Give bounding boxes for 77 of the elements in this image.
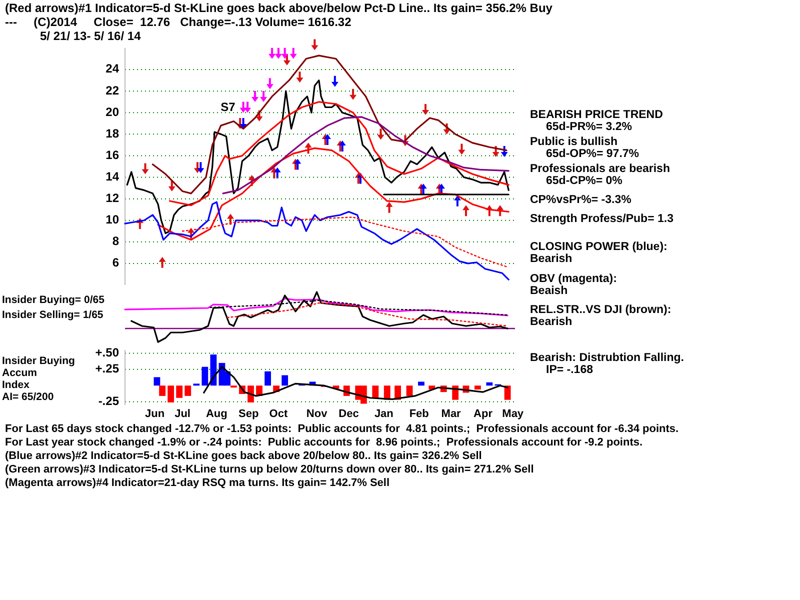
chart-title: (Red arrows)#1 Indicator=5-d St-KLine goes back above/below Pct-D Line.. Its gain= 356.2% Buy xyxy=(5,1,553,15)
text: Beaish xyxy=(530,285,568,297)
bar xyxy=(372,386,379,398)
bar xyxy=(210,354,217,386)
text: (Green arrows)#3 Indicator=5-d St-KLine turns up below 20/turns down over 80.. Its gain= 271.2% Sell xyxy=(5,464,534,476)
text: Strength Profess/Pub= 1.3 xyxy=(530,213,674,225)
text: OBV (magenta): xyxy=(530,273,617,285)
bar xyxy=(486,382,493,386)
bar xyxy=(474,386,481,390)
text: Bearish: Distrubtion Falling. xyxy=(530,352,684,364)
text: Public is bullish xyxy=(530,136,618,148)
y-tick-label: 12 xyxy=(106,190,120,205)
text: Professionals are bearish xyxy=(530,163,670,175)
y-tick-label: +.50 xyxy=(95,345,120,360)
y-tick-label: 16 xyxy=(106,148,120,162)
bar xyxy=(264,371,271,386)
bar xyxy=(248,386,254,402)
text: 5/ 21/ 13- 5/ 16/ 14 xyxy=(40,29,142,43)
text: Insider Buying= 0/65 xyxy=(2,294,105,306)
line-series xyxy=(124,201,510,280)
text: 65d-CP%= 0% xyxy=(546,175,622,187)
x-tick-label: Jul xyxy=(174,408,190,420)
text: Bearish xyxy=(530,316,572,328)
line-series xyxy=(222,116,510,194)
annotation: S7 xyxy=(220,100,236,114)
bar xyxy=(406,386,413,396)
x-tick-label: Dec xyxy=(338,408,359,420)
x-tick-label: May xyxy=(502,408,524,420)
y-tick-label: 24 xyxy=(106,62,120,76)
chart-subtitle: --- (C)2014 Close= 12.76 Change=-.13 Volume= 1616.32 xyxy=(5,15,352,29)
text: (Blue arrows)#2 Indicator=5-d St-KLine goes back above 20/below 80.. Its gain= 326.2% Sell xyxy=(5,450,482,462)
text: 65d-PR%= 3.2% xyxy=(546,121,632,133)
x-tick-label: Jun xyxy=(145,408,165,420)
text: IP= -.168 xyxy=(546,364,594,376)
y-tick-label: 14 xyxy=(106,169,120,184)
text: (Magenta arrows)#4 Indicator=21-day RSQ ma turns. Its gain= 142.7% Sell xyxy=(5,477,390,489)
bar xyxy=(168,386,174,402)
line-series xyxy=(126,80,510,234)
y-tick-label: 10 xyxy=(106,212,120,227)
bar xyxy=(159,386,166,396)
y-tick-label: 18 xyxy=(106,126,120,140)
bar xyxy=(184,386,192,396)
text: CP%vsPr%= -3.3% xyxy=(530,194,632,206)
y-tick-label: -.25 xyxy=(98,394,120,408)
x-tick-label: Nov xyxy=(306,408,328,420)
bar xyxy=(418,382,424,386)
text: REL.STR..VS DJI (brown): xyxy=(530,304,672,316)
y-tick-label: 8 xyxy=(112,234,120,248)
y-tick-label: 6 xyxy=(112,256,120,270)
text: Index xyxy=(2,379,30,391)
bar xyxy=(154,377,160,386)
y-tick-label: 20 xyxy=(106,104,120,119)
x-tick-label: Jan xyxy=(374,408,394,420)
bar xyxy=(282,375,288,386)
text: For Last year stock changed -1.9% or -.24 points: Public accounts for 8.96 points.; Professionals account for -9.2 points. xyxy=(5,436,643,448)
bar xyxy=(202,366,208,386)
bar xyxy=(176,386,183,398)
text: Accum xyxy=(2,367,38,379)
line-series xyxy=(168,101,510,206)
y-tick-label: 22 xyxy=(106,83,120,98)
x-tick-label: Feb xyxy=(409,408,430,420)
text: 65d-OP%= 97.7% xyxy=(546,148,640,160)
x-tick-label: Sep xyxy=(238,408,259,420)
x-tick-label: Oct xyxy=(269,408,288,420)
text: Bearish xyxy=(530,253,572,265)
text: BEARISH PRICE TREND xyxy=(530,109,663,121)
line-series xyxy=(203,366,508,400)
x-tick-label: Mar xyxy=(441,408,462,420)
text: Insider Buying xyxy=(2,355,75,367)
text: Insider Selling= 1/65 xyxy=(2,309,104,321)
text: For Last 65 days stock changed -12.7% or -1.53 points: Public accounts for 4.81 points.; Professionals account for -6.34 points. xyxy=(5,423,679,435)
y-tick-label: +.25 xyxy=(95,362,120,376)
x-tick-label: Aug xyxy=(206,408,228,420)
line-series xyxy=(152,54,508,194)
x-tick-label: Apr xyxy=(474,408,494,420)
text: CLOSING POWER (blue): xyxy=(530,241,668,253)
text: AI= 65/200 xyxy=(2,391,54,403)
